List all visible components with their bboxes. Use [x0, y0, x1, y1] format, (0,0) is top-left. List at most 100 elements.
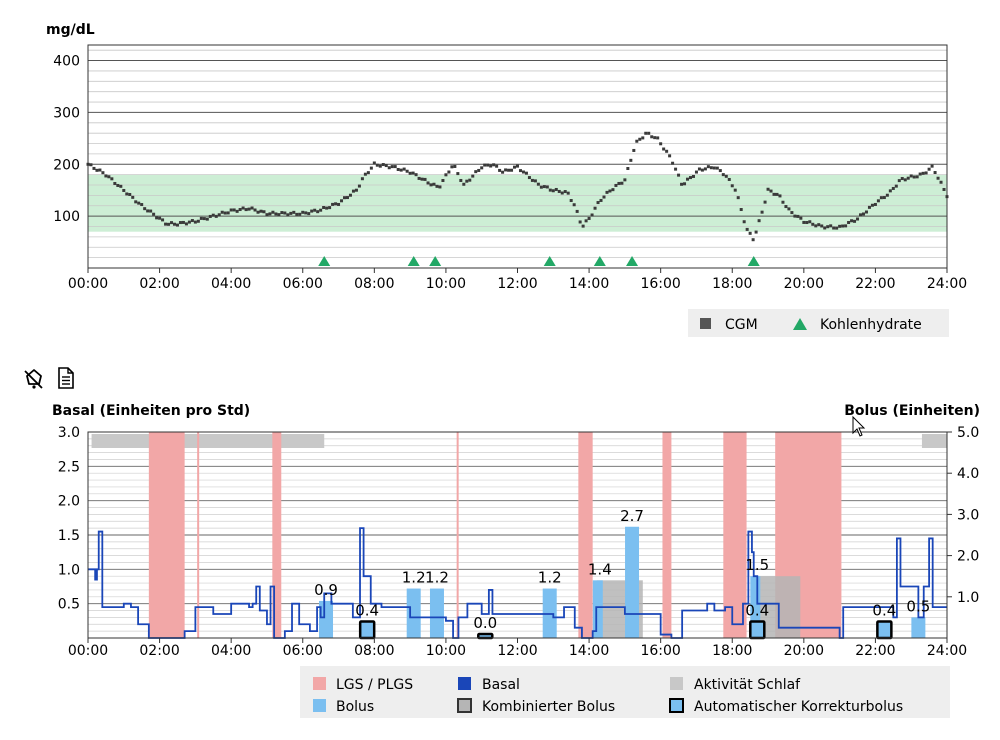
cgm-series [86, 131, 949, 242]
cgm-point [942, 187, 946, 191]
cgm-point [688, 176, 692, 180]
cgm-point [453, 164, 457, 168]
cgm-point [426, 181, 430, 185]
cgm-point [518, 169, 522, 173]
document-icon[interactable] [54, 366, 78, 390]
cgm-point [399, 168, 403, 172]
bolus-y-tick-label: 1.0 [957, 590, 979, 606]
cgm-point [340, 199, 344, 203]
glucose-unit-label: mg/dL [46, 22, 95, 38]
x-tick-label: 14:00 [569, 643, 609, 659]
carb-marker [747, 256, 760, 266]
cgm-point [536, 182, 540, 186]
x-tick-label: 22:00 [855, 643, 895, 659]
bolus-value-label: 1.2 [538, 569, 562, 587]
bell-off-icon[interactable] [22, 367, 46, 391]
cgm-point [694, 170, 698, 174]
cgm-point [277, 213, 281, 217]
y-tick-label: 200 [53, 157, 80, 173]
cgm-point [730, 184, 734, 188]
cgm-point [814, 224, 818, 228]
bolus-y-axis: 5.0 4.0 3.0 2.0 1.0 [947, 425, 979, 606]
cgm-point [247, 207, 251, 211]
cgm-point [366, 171, 370, 175]
cgm-point [548, 188, 552, 192]
cgm-point [140, 203, 144, 207]
cgm-point [644, 131, 648, 135]
cgm-point [888, 189, 892, 193]
lgs-period [272, 432, 282, 638]
x-tick-label: 18:00 [712, 276, 752, 292]
cgm-point [915, 175, 919, 179]
cgm-point [566, 191, 570, 195]
cgm-point [89, 163, 93, 167]
cgm-point [703, 167, 707, 171]
cgm-point [891, 186, 895, 190]
cgm-point [563, 190, 567, 194]
cgm-point [832, 226, 836, 230]
bolus-value-label: 2.7 [620, 507, 644, 525]
cgm-point [432, 182, 436, 186]
bolus-value-label: 1.2 [402, 569, 426, 587]
cgm-point [557, 189, 561, 193]
x-tick-label: 24:00 [927, 276, 967, 292]
cgm-point [614, 183, 618, 187]
x-tick-label: 12:00 [497, 643, 537, 659]
cgm-point [357, 184, 361, 188]
basal-y-tick-label: 1.0 [58, 562, 80, 578]
cgm-point [286, 213, 290, 217]
cgm-point [232, 208, 236, 212]
cgm-point [122, 188, 126, 192]
cgm-point [265, 213, 269, 217]
cgm-point [441, 179, 445, 183]
cgm-point [793, 214, 797, 218]
x-tick-label: 08:00 [354, 276, 394, 292]
cgm-point [781, 200, 785, 204]
cgm-point [817, 223, 821, 227]
cgm-point [653, 136, 657, 140]
cgm-point [411, 171, 415, 175]
cgm-point [593, 206, 597, 210]
insulin-x-axis: 00:00 02:00 04:00 06:00 08:00 10:00 12:00 14:00… [68, 638, 967, 659]
cgm-point [319, 208, 323, 212]
x-tick-label: 20:00 [784, 276, 824, 292]
cgm-point [184, 222, 188, 226]
x-tick-label: 00:00 [68, 276, 108, 292]
cgm-point [396, 167, 400, 171]
cgm-point [104, 174, 108, 178]
cgm-point [471, 174, 475, 178]
cgm-point [164, 222, 168, 226]
cgm-point [873, 202, 877, 206]
cgm-point [885, 193, 889, 197]
cgm-point [477, 168, 481, 172]
cgm-point [402, 167, 406, 171]
cgm-point [912, 175, 916, 179]
cgm-point [829, 224, 833, 228]
cgm-point [754, 230, 758, 234]
cgm-point [190, 219, 194, 223]
cgm-point [146, 209, 150, 213]
cgm-point [524, 171, 528, 175]
cgm-point [211, 213, 215, 217]
carb-marker [543, 256, 556, 266]
bolus-value-label: 0.4 [355, 602, 379, 620]
cgm-point [98, 168, 102, 172]
bolus-y-tick-label: 4.0 [957, 466, 979, 482]
cgm-point [805, 221, 809, 225]
cgm-point [903, 178, 907, 182]
cgm-point [712, 166, 716, 170]
cgm-point [662, 147, 666, 151]
lgs-period [197, 432, 200, 638]
basal-y-axis: 3.0 2.5 2.0 1.5 1.0 0.5 [58, 425, 80, 613]
auto-bolus-legend-label: Automatischer Korrekturbolus [694, 699, 903, 715]
cgm-point [107, 175, 111, 179]
cgm-point [853, 219, 857, 223]
cgm-point [250, 206, 254, 210]
x-tick-label: 10:00 [426, 643, 466, 659]
x-tick-label: 02:00 [139, 643, 179, 659]
cgm-point [897, 179, 901, 183]
cgm-point [429, 183, 433, 187]
combined-legend-label: Kombinierter Bolus [482, 699, 615, 715]
insulin-legend: LGS / PLGS Basal Aktivität Schlaf Bolus Komb… [300, 666, 950, 718]
bolus-axis-title: Bolus (Einheiten) [844, 403, 980, 419]
